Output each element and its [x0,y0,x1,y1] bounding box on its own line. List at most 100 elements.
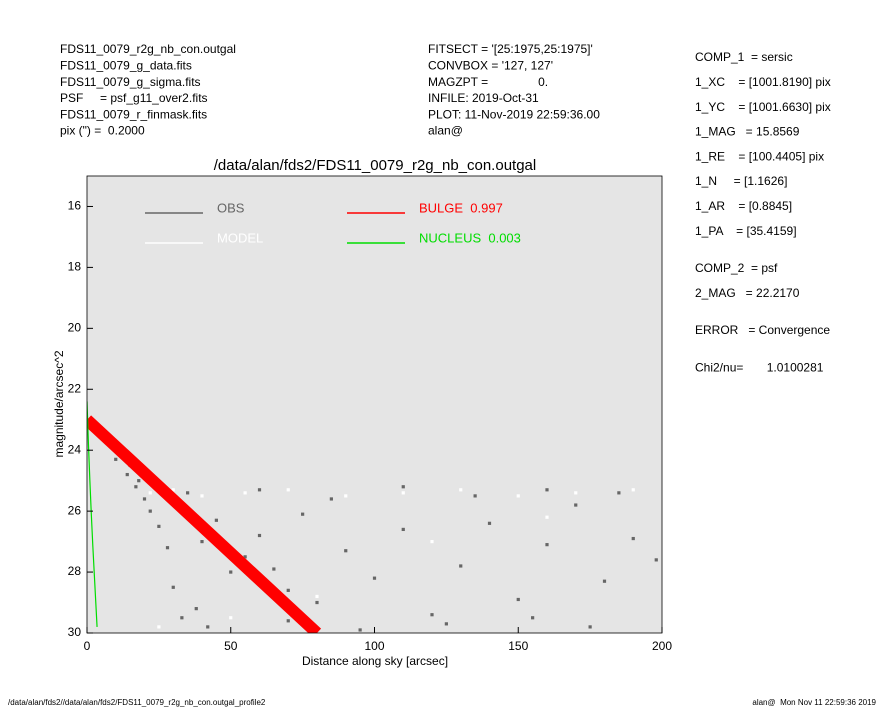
x-tick-label: 0 [84,639,91,653]
data-point [631,536,635,541]
data-point [617,491,621,495]
y-tick-label: 16 [68,199,82,213]
data-point [200,540,204,544]
data-point [602,579,607,583]
data-point [243,555,247,559]
data-point [229,616,233,620]
header-middle-line: PLOT: 11-Nov-2019 22:59:36.00 [428,107,600,121]
header-left-line: FDS11_0079_r2g_nb_con.outgal [60,42,236,56]
data-point [301,512,305,516]
data-point [272,567,276,571]
data-point [459,488,463,492]
data-point [186,491,190,495]
data-point [180,616,184,620]
footer-left: /data/alan/fds2//data/alan/fds2/FDS11_00… [8,698,266,707]
data-point [286,619,290,623]
y-tick-label: 22 [68,381,82,395]
header-middle-line: CONVBOX = '127, 127' [428,58,553,72]
header-middle-line: MAGZPT = 0. [428,75,548,89]
header-left-line: PSF = psf_g11_over2.fits [60,91,208,105]
fit-summary-line: 1_YC = [1001.6630] pix [695,100,831,114]
y-tick-label: 30 [68,625,82,639]
data-point [574,503,578,507]
header-middle-line: FITSECT = '[25:1975,25:1975]' [428,42,593,56]
data-point [257,533,262,538]
data-point [165,546,170,550]
data-point [171,488,175,492]
x-tick-label: 150 [508,639,528,653]
data-point [229,570,233,574]
header-left-line: FDS11_0079_g_data.fits [60,58,192,72]
chart-title: /data/alan/fds2/FDS11_0079_r2g_nb_con.ou… [214,157,536,174]
data-point [574,491,578,495]
data-point [545,515,549,519]
x-tick-label: 100 [364,639,384,653]
fit-summary-line: 1_PA = [35.4159] [695,224,797,238]
data-point [125,472,129,477]
data-point [531,616,535,620]
data-point [430,613,434,617]
plot-area [87,176,662,633]
data-point [200,494,204,498]
data-point [516,597,520,602]
legend-label: MODEL [217,230,263,245]
legend-label: BULGE 0.997 [419,200,503,215]
fit-summary-line: 1_AR = [0.8845] [695,199,792,213]
data-point [243,491,247,495]
data-point [148,491,152,495]
y-tick-label: 24 [68,442,82,456]
legend-label: NUCLEUS 0.003 [419,230,521,245]
data-point [194,607,198,611]
fit-summary-line: 1_RE = [100.4405] pix [695,149,824,163]
data-point [473,494,477,498]
data-point [214,518,218,522]
data-point [315,594,319,599]
data-point [487,521,492,525]
data-point [401,485,405,489]
header-left-line: pix (") = 0.2000 [60,124,145,138]
data-point [545,543,549,547]
data-point [516,494,520,498]
data-point [315,600,319,605]
data-point [344,549,348,553]
data-point [114,457,118,461]
x-tick-label: 200 [652,639,672,653]
data-point [430,540,434,544]
data-point [134,485,138,489]
data-point [372,576,377,580]
data-point [401,491,405,495]
data-point [142,497,147,501]
data-point [286,488,290,492]
footer-right: alan@ Mon Nov 11 22:59:36 2019 [752,698,876,707]
model-band [87,415,322,633]
header-left-line: FDS11_0079_g_sigma.fits [60,75,201,89]
fit-summary-line: 1_N = [1.1626] [695,174,787,188]
data-point [157,524,161,528]
fit-summary-line: 2_MAG = 22.2170 [695,286,800,300]
fit-summary-line: 1_XC = [1001.8190] pix [695,75,831,89]
x-axis-label: Distance along sky [arcsec] [302,654,448,668]
data-point [148,509,152,513]
data-point [588,625,592,629]
x-tick-label: 50 [224,639,238,653]
data-point [631,488,635,492]
plot-layer [87,401,658,633]
y-tick-label: 18 [68,260,82,274]
header-middle-line: INFILE: 2019-Oct-31 [428,91,539,105]
data-point [137,479,141,483]
y-tick-label: 28 [68,564,82,578]
data-point [459,564,463,568]
data-point [358,628,362,632]
data-point [329,497,333,501]
fit-summary-line: ERROR = Convergence [695,323,830,337]
fit-summary-line: 1_MAG = 15.8569 [695,125,800,139]
data-point [545,488,549,492]
fit-summary-line: Chi2/nu= 1.0100281 [695,360,824,374]
data-point [157,625,161,629]
y-axis-label: magnitude/arcsec^2 [52,350,66,457]
header-left-line: FDS11_0079_r_finmask.fits [60,107,207,121]
data-point [344,494,348,498]
data-point [401,527,405,532]
